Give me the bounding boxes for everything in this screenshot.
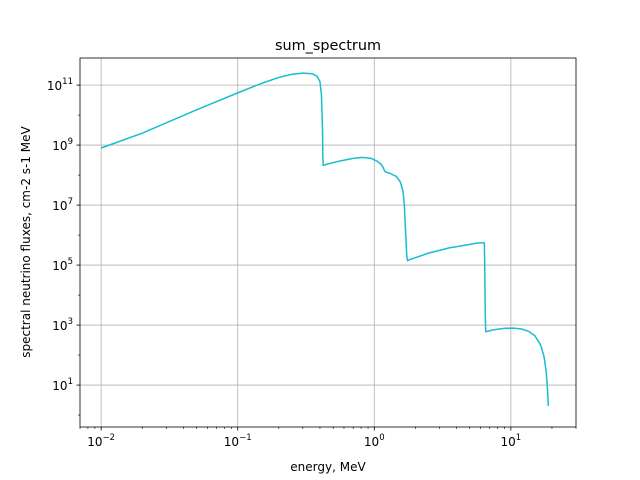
tick-label-exponent: 0 bbox=[379, 433, 384, 443]
tick-label-base: 10 bbox=[52, 199, 67, 213]
x-tick-label: 10−2 bbox=[87, 433, 115, 449]
series-line-sum_spectrum bbox=[100, 72, 550, 407]
y-tick-label: 109 bbox=[52, 137, 73, 153]
y-tick-label: 107 bbox=[52, 197, 73, 213]
tick-label-exponent: 1 bbox=[516, 433, 521, 443]
series-layer bbox=[100, 72, 550, 407]
tick-label-base: 10 bbox=[364, 435, 379, 449]
ticks bbox=[76, 84, 577, 431]
tick-label-exponent: 5 bbox=[68, 257, 73, 267]
x-tick-label: 10−1 bbox=[224, 433, 252, 449]
tick-label-base: 10 bbox=[87, 435, 102, 449]
y-tick-label: 103 bbox=[52, 317, 73, 333]
tick-label-exponent: 11 bbox=[62, 77, 73, 87]
x-axis-label: energy, MeV bbox=[290, 460, 366, 474]
tick-label-base: 10 bbox=[52, 379, 67, 393]
tick-label-base: 10 bbox=[47, 79, 62, 93]
tick-label-exponent: 1 bbox=[68, 377, 73, 387]
y-axis-label: spectral neutrino fluxes, cm-2 s-1 MeV bbox=[19, 125, 33, 357]
tick-label-exponent: 9 bbox=[68, 137, 73, 147]
tick-label-exponent: 7 bbox=[68, 197, 73, 207]
x-tick-label: 100 bbox=[364, 433, 385, 449]
tick-label-exponent: −2 bbox=[103, 433, 116, 443]
tick-label-base: 10 bbox=[500, 435, 515, 449]
y-tick-label: 1011 bbox=[47, 77, 73, 93]
x-tick-label: 101 bbox=[500, 433, 521, 449]
tick-label-exponent: −1 bbox=[239, 433, 252, 443]
tick-label-base: 10 bbox=[224, 435, 239, 449]
grid bbox=[80, 58, 576, 427]
y-tick-label: 105 bbox=[52, 257, 73, 273]
tick-label-exponent: 3 bbox=[68, 317, 73, 327]
tick-label-base: 10 bbox=[52, 139, 67, 153]
plot-frame bbox=[79, 57, 577, 428]
tick-label-base: 10 bbox=[52, 259, 67, 273]
y-tick-label: 101 bbox=[52, 377, 73, 393]
tick-label-base: 10 bbox=[52, 319, 67, 333]
chart-title: sum_spectrum bbox=[275, 38, 381, 54]
